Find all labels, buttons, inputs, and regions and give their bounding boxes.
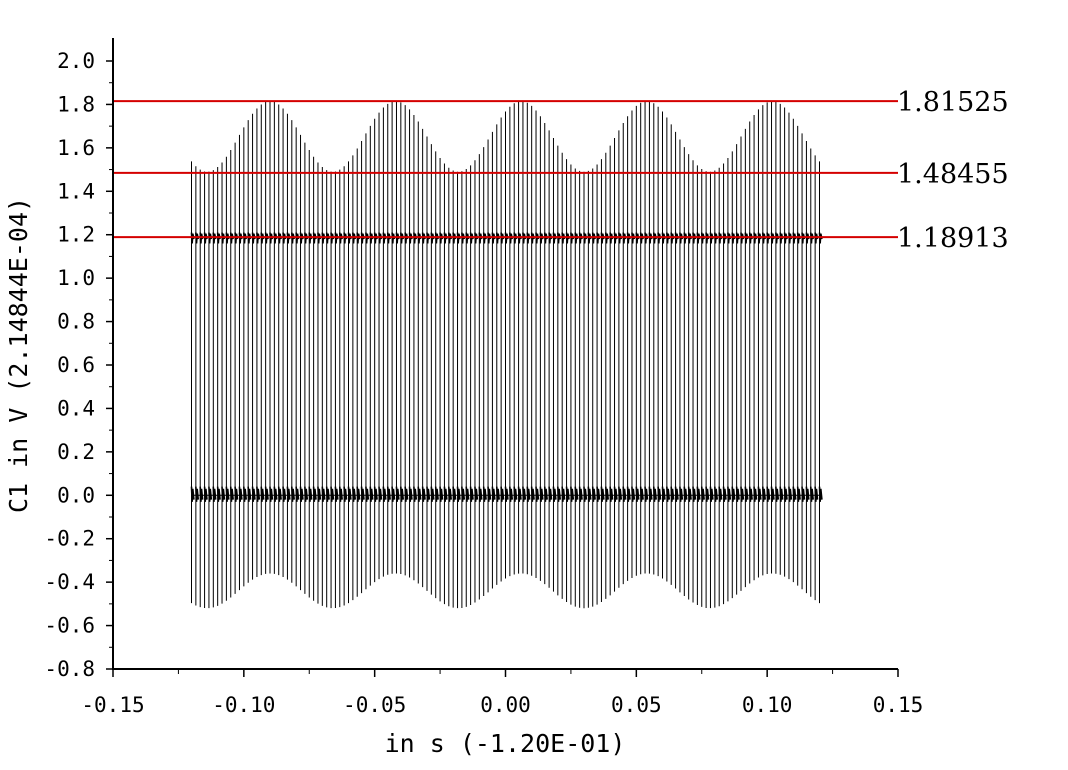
reference-line-label: 1.81525 <box>897 87 1009 118</box>
y-tick-label: -0.4 <box>44 570 95 594</box>
y-tick-label: 1.6 <box>57 136 95 160</box>
y-ticks: 2.0 1.8 1.6 1.4 1.2 1.0 0.8 0.6 0.4 0.2 0.0 -0.2 -0.… <box>44 49 113 681</box>
x-tick-label: 0.10 <box>742 693 793 717</box>
y-tick-label: 0.4 <box>57 396 95 420</box>
y-tick-label: -0.2 <box>44 527 95 551</box>
x-tick-label: -0.05 <box>343 693 406 717</box>
y-tick-label: 0.0 <box>57 483 95 507</box>
y-axis-title: C1 in V (2.14844E-04) <box>4 197 33 513</box>
x-tick-label: -0.10 <box>212 693 275 717</box>
x-ticks: -0.15 -0.10 -0.05 0.00 0.05 0.10 0.15 <box>81 669 923 717</box>
y-tick-label: 0.6 <box>57 353 95 377</box>
y-tick-label: 2.0 <box>57 49 95 73</box>
signal-pulses <box>191 101 820 609</box>
x-tick-label: -0.15 <box>81 693 144 717</box>
y-tick-label: 1.0 <box>57 266 95 290</box>
y-tick-label: 0.2 <box>57 440 95 464</box>
x-tick-label: 0.00 <box>480 693 531 717</box>
x-tick-label: 0.15 <box>873 693 924 717</box>
y-tick-label: 1.4 <box>57 179 95 203</box>
signal-low-band <box>190 486 823 502</box>
y-tick-label: -0.6 <box>44 614 95 638</box>
signal-waveform <box>190 101 823 609</box>
y-tick-label: 1.2 <box>57 223 95 247</box>
reference-line-label: 1.18913 <box>897 223 1009 254</box>
y-tick-label: 1.8 <box>57 92 95 116</box>
x-axis-title: in s (-1.20E-01) <box>385 729 626 758</box>
y-tick-label: -0.8 <box>44 657 95 681</box>
x-tick-label: 0.05 <box>611 693 662 717</box>
y-tick-label: 0.8 <box>57 310 95 334</box>
reference-line-label: 1.48455 <box>897 159 1009 190</box>
signal-high-band <box>190 232 823 244</box>
reference-lines: 1.81525 1.48455 1.18913 <box>113 87 1009 254</box>
